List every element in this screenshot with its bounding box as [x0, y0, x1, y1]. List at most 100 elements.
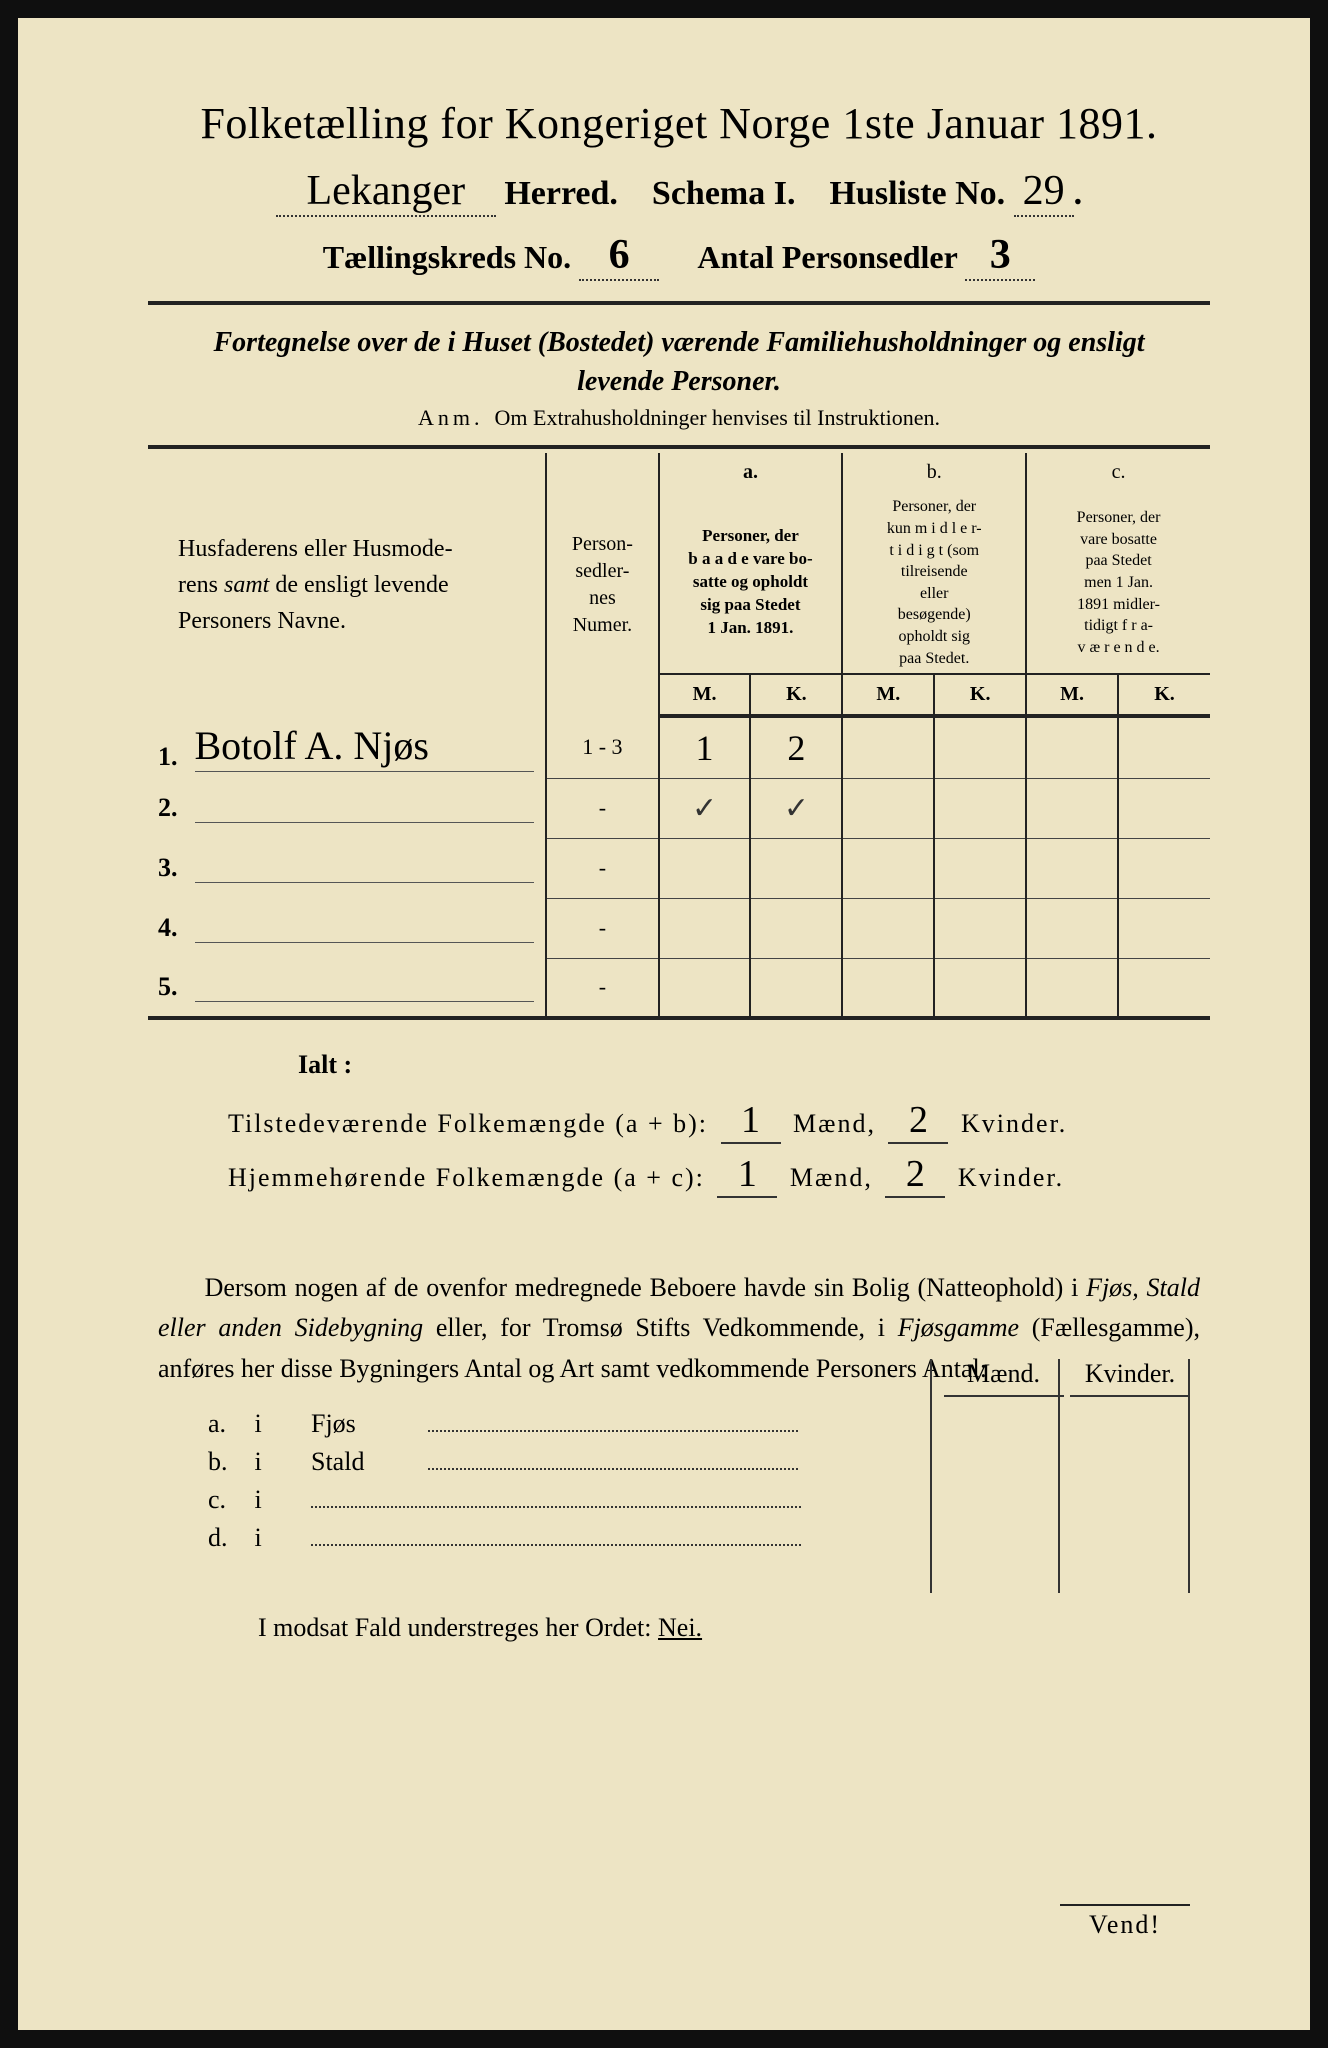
check-mark: ✓ — [784, 792, 809, 825]
personsedler-num: - — [546, 778, 658, 838]
mk-header: M. — [1026, 674, 1118, 716]
cell-value — [1118, 716, 1210, 778]
cell-value — [1026, 716, 1118, 778]
cell-value — [750, 838, 842, 898]
mk-header: M. — [659, 674, 751, 716]
cell-value — [750, 898, 842, 958]
maend-label: Mænd, — [790, 1163, 873, 1192]
col-num-header: Person-sedler-nesNumer. — [546, 453, 658, 716]
cell-value — [659, 898, 751, 958]
row-number: 1. — [158, 742, 188, 772]
cell-value — [842, 958, 934, 1018]
dots — [428, 1449, 798, 1470]
para-text: eller, for Tromsø Stifts Vedkommende, i — [423, 1313, 898, 1342]
totals-kvinder-value: 2 — [888, 1098, 948, 1144]
personsedler-num: - — [546, 838, 658, 898]
table-row: 2. - ✓ ✓ — [148, 778, 1210, 838]
subtitle: Fortegnelse over de i Huset (Bostedet) v… — [148, 323, 1210, 401]
side-type: Stald — [311, 1447, 421, 1477]
para-italic: Fjøsgamme — [898, 1313, 1019, 1342]
row-number: 2. — [158, 793, 188, 823]
cell-value — [1118, 958, 1210, 1018]
anm-text: Om Extrahusholdninger henvises til Instr… — [495, 405, 940, 430]
para-text: Dersom nogen af de ovenfor medregnede Be… — [205, 1273, 1087, 1302]
modsat-text: I modsat Fald understreges her Ordet: — [258, 1613, 658, 1642]
husliste-label: Husliste No. — [829, 175, 1005, 212]
cell-value: 2 — [787, 727, 805, 769]
maend-label: Mænd, — [793, 1109, 876, 1138]
cell-value — [1026, 898, 1118, 958]
kvinder-label: Kvinder. — [961, 1109, 1067, 1138]
side-i: i — [255, 1485, 305, 1515]
check-mark: ✓ — [692, 792, 717, 825]
personsedler-num: - — [546, 958, 658, 1018]
schema-label: Schema I. — [652, 175, 796, 212]
side-row-label: b. — [208, 1447, 248, 1477]
cell-value — [1026, 778, 1118, 838]
cell-value — [842, 898, 934, 958]
subtitle-em: ensligt — [1068, 327, 1144, 358]
cell-value: 1 — [696, 727, 714, 769]
husliste-no: 29 — [1014, 167, 1074, 217]
totals-label: Hjemmehørende Folkemængde (a + c): — [228, 1163, 705, 1192]
modsat-line: I modsat Fald understreges her Ordet: Ne… — [258, 1613, 1210, 1643]
side-head: Mænd. Kvinder. — [944, 1359, 1191, 1397]
totals-maend-value: 1 — [717, 1152, 777, 1198]
side-kvinder-label: Kvinder. — [1070, 1359, 1190, 1397]
subtitle-2: levende Personer. — [577, 366, 781, 397]
side-row-label: d. — [208, 1523, 248, 1553]
personsedler-num: 1 - 3 — [546, 716, 658, 778]
census-form-page: Folketælling for Kongeriget Norge 1ste J… — [0, 0, 1328, 2048]
herred-value: Lekanger — [276, 167, 496, 217]
nei-word: Nei. — [658, 1613, 702, 1642]
table-row: 4. - — [148, 898, 1210, 958]
side-i: i — [255, 1409, 305, 1439]
table-row: 3. - — [148, 838, 1210, 898]
mk-header: M. — [842, 674, 934, 716]
rule — [148, 445, 1210, 449]
cell-value — [842, 838, 934, 898]
antal-label: Antal Personsedler — [697, 239, 957, 275]
cell-value — [842, 778, 934, 838]
col-a-label: a. — [659, 453, 843, 492]
kreds-no: 6 — [579, 231, 659, 281]
side-row-label: a. — [208, 1409, 248, 1439]
person-name — [195, 940, 534, 943]
totals-line-2: Hjemmehørende Folkemængde (a + c): 1 Mæn… — [228, 1152, 1210, 1198]
herred-label: Herred. — [504, 175, 618, 212]
side-building-table: Mænd. Kvinder. a. i Fjøs b. i Stald c. i… — [208, 1409, 1210, 1553]
table-row: 1. Botolf A. Njøs 1 - 3 1 2 — [148, 716, 1210, 778]
table-row: 5. - — [148, 958, 1210, 1018]
side-maend-label: Mænd. — [944, 1359, 1064, 1397]
totals-line-1: Tilstedeværende Folkemængde (a + b): 1 M… — [228, 1098, 1210, 1144]
herred-line: Lekanger Herred. Schema I. Husliste No. … — [148, 167, 1210, 217]
col-names-header: Husfaderens eller Husmode-rens samt de e… — [148, 453, 546, 716]
cell-value — [1118, 838, 1210, 898]
col-a-text: Personer, derb a a d e vare bo-satte og … — [659, 492, 843, 674]
anm-line: Anm. Om Extrahusholdninger henvises til … — [148, 405, 1210, 431]
cell-value — [934, 778, 1026, 838]
person-name — [195, 880, 534, 883]
cell-value — [1026, 958, 1118, 1018]
subtitle-1: Fortegnelse over de i Huset (Bostedet) v… — [214, 327, 1069, 358]
totals-label: Tilstedeværende Folkemængde (a + b): — [228, 1109, 708, 1138]
main-table: Husfaderens eller Husmode-rens samt de e… — [148, 453, 1210, 1020]
side-type: Fjøs — [311, 1409, 421, 1439]
row-number: 5. — [158, 972, 188, 1002]
vend-label: Vend! — [1060, 1904, 1190, 1940]
side-i: i — [255, 1447, 305, 1477]
cell-value — [750, 958, 842, 1018]
side-cols — [930, 1403, 1190, 1593]
cell-value — [934, 958, 1026, 1018]
side-i: i — [255, 1523, 305, 1553]
row-number: 4. — [158, 913, 188, 943]
cell-value — [842, 716, 934, 778]
cell-value — [934, 898, 1026, 958]
col-c-label: c. — [1026, 453, 1210, 492]
rule — [148, 301, 1210, 305]
kreds-label: Tællingskreds No. — [323, 239, 571, 275]
col-b-label: b. — [842, 453, 1026, 492]
kvinder-label: Kvinder. — [958, 1163, 1064, 1192]
cell-value — [934, 716, 1026, 778]
cell-value — [1118, 778, 1210, 838]
